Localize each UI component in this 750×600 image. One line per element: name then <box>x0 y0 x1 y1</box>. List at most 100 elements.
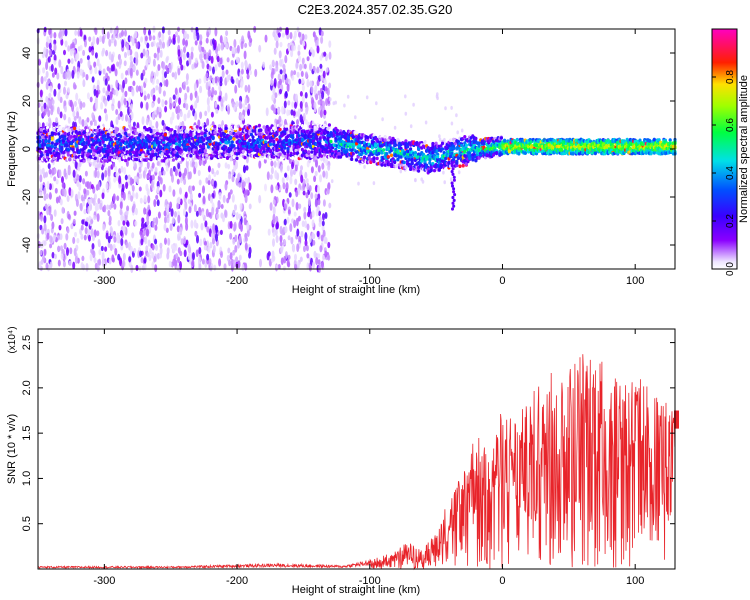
heatmap-cell <box>210 232 214 238</box>
heatmap-cell <box>174 211 177 218</box>
heatmap-cell <box>350 157 354 161</box>
heatmap-cell <box>173 129 177 134</box>
heatmap-cell <box>275 35 279 43</box>
heatmap-cell <box>112 243 116 250</box>
heatmap-cell <box>311 139 316 143</box>
heatmap-cell <box>119 201 123 210</box>
heatmap-cell <box>171 216 175 225</box>
heatmap-cell <box>86 180 90 190</box>
heatmap-cell <box>219 76 223 83</box>
heatmap-cell <box>248 65 252 71</box>
heatmap-cell <box>104 99 108 107</box>
heatmap-cell <box>39 89 43 98</box>
heatmap-cell <box>304 101 308 109</box>
heatmap-cell <box>313 175 317 183</box>
heatmap-cell <box>192 252 195 261</box>
heatmap-cell <box>324 86 328 92</box>
heatmap-cell <box>103 204 107 213</box>
heatmap-cell <box>354 142 359 146</box>
heatmap-cell <box>152 128 156 133</box>
heatmap-cell <box>214 90 218 96</box>
heatmap-cell <box>197 119 201 127</box>
heatmap-cell <box>254 68 258 78</box>
heatmap-cell <box>143 227 146 237</box>
heatmap-cell <box>262 147 266 151</box>
heatmap-cell <box>187 136 191 141</box>
heatmap-cell <box>216 170 219 176</box>
heatmap-cell <box>271 59 275 67</box>
heatmap-cell <box>76 179 80 187</box>
heatmap-cell <box>185 239 189 246</box>
heatmap-cell <box>327 241 331 249</box>
heatmap-cell <box>129 67 133 77</box>
heatmap-cell <box>413 151 417 155</box>
heatmap-cell <box>87 158 91 162</box>
heatmap-cell <box>122 252 126 261</box>
heatmap-cell <box>119 229 123 237</box>
heatmap-cell <box>295 111 299 117</box>
heatmap-cell <box>206 118 210 127</box>
heatmap-cell <box>100 245 104 252</box>
heatmap-cell <box>269 64 273 71</box>
heatmap-cell <box>42 67 46 74</box>
heatmap-cell <box>155 131 159 136</box>
heatmap-cell <box>84 170 88 177</box>
heatmap-cell <box>228 259 232 267</box>
heatmap-cell <box>53 32 57 39</box>
heatmap-cell <box>421 179 425 184</box>
heatmap-cell <box>60 218 64 225</box>
heatmap-cell <box>70 223 74 230</box>
heatmap-cell <box>171 72 175 78</box>
heatmap-cell <box>372 156 376 161</box>
heatmap-cell <box>39 127 43 132</box>
heatmap-cell <box>328 202 332 209</box>
heatmap-cell <box>145 50 149 59</box>
heatmap-cell <box>50 213 54 222</box>
heatmap-cell <box>63 137 67 141</box>
heatmap-cell <box>313 101 317 110</box>
heatmap-cell <box>167 154 171 159</box>
heatmap-cell <box>375 156 379 161</box>
heatmap-cell <box>43 215 47 224</box>
heatmap-cell <box>43 223 47 232</box>
heatmap-cell <box>125 210 129 217</box>
heatmap-cell <box>189 154 193 158</box>
heatmap-cell <box>234 204 237 211</box>
heatmap-cell <box>38 156 42 161</box>
heatmap-cell <box>93 156 97 161</box>
heatmap-cell <box>162 90 166 97</box>
heatmap-cell <box>105 113 108 122</box>
heatmap-cell <box>365 95 369 100</box>
heatmap-cell <box>122 79 126 89</box>
heatmap-cell <box>57 91 61 101</box>
heatmap-cell <box>59 96 63 104</box>
heatmap-cell <box>113 89 116 96</box>
heatmap-cell <box>119 58 123 66</box>
heatmap-cell <box>76 174 80 181</box>
heatmap-cell <box>248 138 252 143</box>
heatmap-cell <box>157 64 161 71</box>
heatmap-cell <box>140 72 144 81</box>
heatmap-cell <box>136 176 140 185</box>
heatmap-cell <box>98 63 102 72</box>
heatmap-cell <box>177 35 181 44</box>
heatmap-cell <box>106 75 110 82</box>
heatmap-cell <box>149 137 153 142</box>
heatmap-cell <box>232 249 236 256</box>
heatmap-cell <box>69 99 73 108</box>
heatmap-cell <box>115 109 119 115</box>
heatmap-cell <box>219 229 223 236</box>
heatmap-cell <box>227 106 231 115</box>
heatmap-cell <box>127 116 131 126</box>
heatmap-cell <box>409 147 413 151</box>
heatmap-cell <box>61 206 65 214</box>
heatmap-cell <box>211 168 215 175</box>
heatmap-cell <box>102 223 106 232</box>
heatmap-cell <box>109 27 113 34</box>
heatmap-cell <box>101 130 105 134</box>
heatmap-cell <box>153 199 157 208</box>
heatmap-cell <box>215 108 219 114</box>
heatmap-cell <box>272 238 275 247</box>
heatmap-cell <box>227 153 231 157</box>
